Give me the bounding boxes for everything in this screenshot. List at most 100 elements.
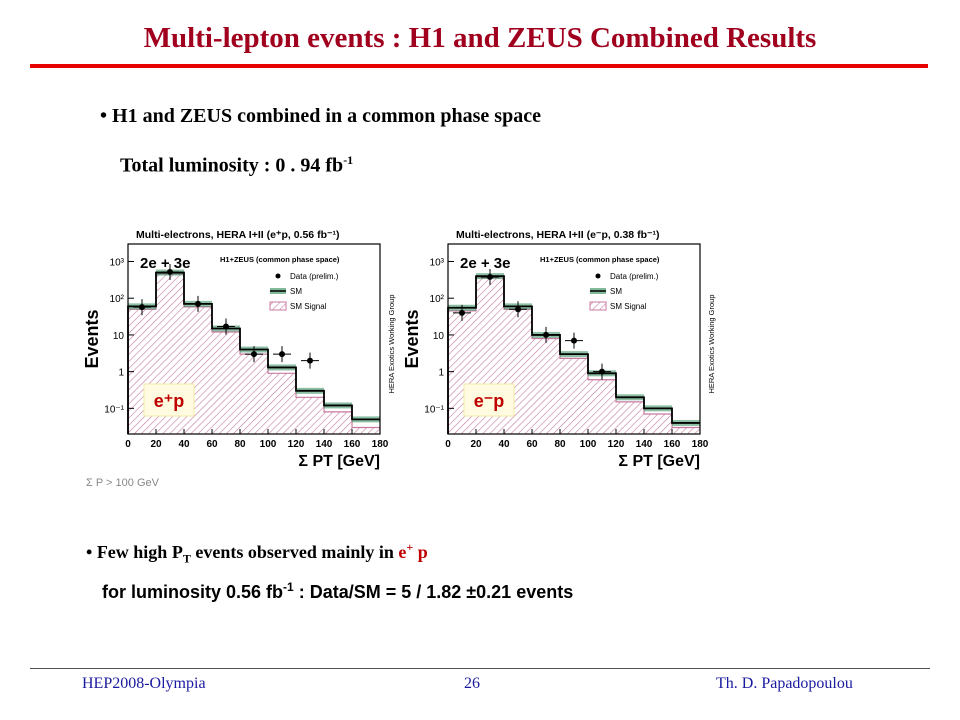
side-label: HERA Exotics Working Group (707, 294, 716, 393)
sm-signal-bar (240, 354, 268, 434)
sm-signal-bar (588, 379, 616, 434)
beam-badge-bg (143, 383, 195, 417)
chart-title: Multi-electrons, HERA I+II (e⁻p, 0.38 fb… (456, 229, 660, 241)
x-tick-label: 140 (636, 439, 653, 450)
x-tick-label: 40 (178, 439, 190, 450)
legend-signal-swatch (269, 301, 287, 311)
sm-signal-bar (616, 401, 644, 434)
legend-signal-swatch (589, 301, 607, 311)
luminosity-result-b: : Data/SM = 5 / 1.82 ±0.21 events (293, 582, 574, 602)
sm-histogram-line (127, 271, 380, 434)
y-tick-label: 10⁻¹ (104, 404, 124, 415)
y-tick-label: 10 (113, 331, 125, 342)
sm-signal-bar (324, 411, 352, 434)
bullet-high-pt-e: e+ p (398, 540, 428, 562)
cutoff-text: Σ P > 100 GeV (86, 477, 160, 489)
sm-signal-bar (352, 427, 380, 434)
x-tick-label: 80 (234, 439, 246, 450)
channel-label: 2e + 3e (140, 255, 190, 272)
y-tick-label: 10³ (430, 258, 445, 269)
luminosity-text: Total luminosity : 0 . 94 fb (120, 154, 344, 177)
x-tick-label: 0 (445, 439, 451, 450)
plot-frame (447, 243, 701, 435)
bullet-combined: • H1 and ZEUS combined in a common phase… (100, 105, 541, 127)
data-point (195, 300, 201, 307)
sm-signal-bar (644, 414, 672, 434)
y-tick-label: 10 (433, 331, 445, 342)
x-tick-label: 140 (316, 439, 333, 450)
footer-page-number: 26 (464, 675, 480, 692)
title-rule (30, 64, 928, 68)
x-tick-label: 80 (554, 439, 566, 450)
x-tick-label: 40 (498, 439, 510, 450)
bullet-high-pt-p: p (413, 542, 428, 562)
y-tick-label: 1 (438, 368, 444, 379)
sm-signal-bar (296, 397, 324, 434)
bullet-high-pt-a: Few high P (96, 542, 183, 562)
x-tick-label: 60 (206, 439, 218, 450)
luminosity-sup: -1 (343, 153, 354, 167)
data-point (139, 304, 145, 311)
sm-histogram-line (447, 275, 700, 434)
legend-data-marker (275, 273, 281, 279)
luminosity-line: Total luminosity : 0 . 94 fb-1 (120, 153, 353, 178)
legend-signal-label: SM Signal (290, 302, 327, 311)
legend-signal-label: SM Signal (610, 302, 647, 311)
data-point (459, 309, 465, 316)
chart-title: Multi-electrons, HERA I+II (e⁺p, 0.56 fb… (136, 229, 340, 241)
beam-badge-label: e⁻p (474, 391, 505, 411)
legend-data-label: Data (prelim.) (290, 272, 339, 281)
luminosity-result-sup: -1 (283, 580, 294, 594)
x-tick-label: 20 (470, 439, 482, 450)
luminosity-result-line: for luminosity 0.56 fb-1 : Data/SM = 5 /… (102, 580, 573, 603)
y-axis-label: Events (84, 309, 102, 368)
x-tick-label: 180 (692, 439, 709, 450)
x-axis-label: Σ PT [GeV] (298, 453, 380, 470)
legend-data-label: Data (prelim.) (610, 272, 659, 281)
bullet-high-pt-e-text: e (398, 542, 407, 562)
x-tick-label: 20 (150, 439, 162, 450)
plot-frame (127, 243, 381, 435)
y-tick-label: 10³ (110, 258, 125, 269)
bullet-high-pt: • Few high PT events observed mainly in … (86, 540, 428, 566)
y-tick-label: 10² (430, 294, 445, 305)
x-tick-label: 160 (344, 439, 361, 450)
x-tick-label: 60 (526, 439, 538, 450)
data-point (251, 351, 257, 358)
y-tick-label: 10⁻¹ (424, 404, 444, 415)
x-tick-label: 100 (260, 439, 277, 450)
luminosity-result-a: for luminosity 0.56 fb (102, 582, 284, 602)
y-axis-label: Events (404, 309, 422, 368)
legend-data-marker (595, 273, 601, 279)
bullet-high-pt-e-sup: + (406, 540, 414, 554)
y-tick-label: 10² (110, 294, 125, 305)
data-point (515, 306, 521, 313)
x-tick-label: 0 (125, 439, 131, 450)
data-point (223, 323, 229, 330)
beam-badge-label: e⁺p (154, 391, 185, 411)
legend-sm-label: SM (290, 287, 302, 296)
channel-label: 2e + 3e (460, 255, 510, 272)
footer-conference: HEP2008-Olympia (82, 675, 206, 692)
x-tick-label: 160 (664, 439, 681, 450)
beam-badge-bg (463, 383, 515, 417)
data-point (487, 273, 493, 280)
side-label: HERA Exotics Working Group (387, 294, 396, 393)
bullet-high-pt-sub: T (182, 551, 191, 566)
footer-rule (30, 668, 930, 669)
data-point (543, 331, 549, 338)
histogram-eminus: Multi-electrons, HERA I+II (e⁻p, 0.38 fb… (404, 229, 716, 470)
legend-header: H1+ZEUS (common phase space) (220, 255, 340, 264)
data-point (571, 337, 577, 344)
sm-signal-bar (268, 373, 296, 434)
data-point (279, 351, 285, 358)
y-tick-label: 1 (118, 368, 124, 379)
data-point (307, 357, 313, 364)
sm-signal-bar (212, 332, 240, 434)
data-point (167, 268, 173, 275)
x-axis-label: Σ PT [GeV] (618, 453, 700, 470)
legend-header: H1+ZEUS (common phase space) (540, 255, 660, 264)
data-point (599, 368, 605, 375)
histogram-eplus: Multi-electrons, HERA I+II (e⁺p, 0.56 fb… (84, 229, 396, 489)
x-tick-label: 180 (372, 439, 389, 450)
